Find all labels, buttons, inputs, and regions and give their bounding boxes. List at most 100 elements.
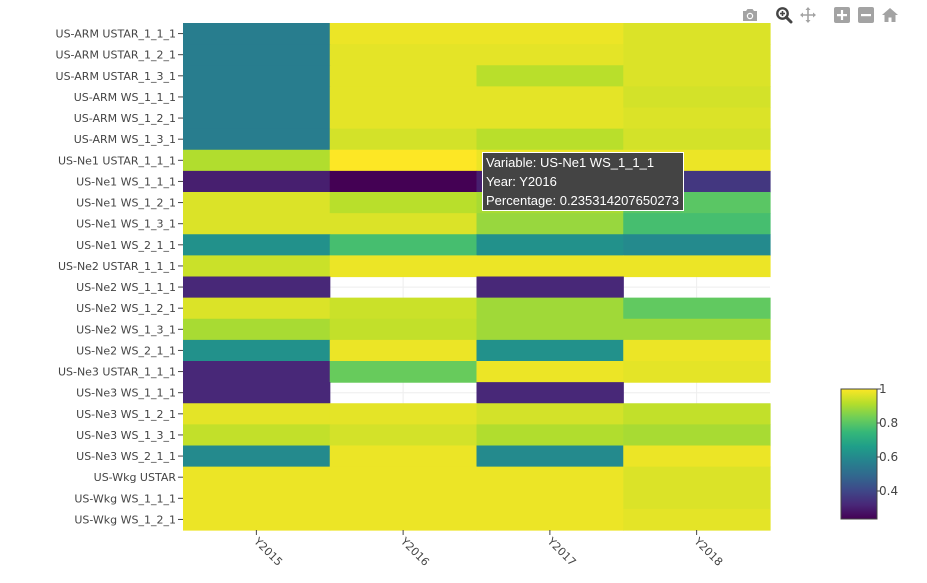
y-tick-label: US-Ne1 WS_1_3_1 [76, 218, 176, 231]
heatmap-cell[interactable] [183, 424, 331, 447]
heatmap-cell[interactable] [476, 128, 624, 151]
pan-icon[interactable] [796, 5, 820, 25]
heatmap-cell[interactable] [623, 23, 771, 45]
heatmap-cell[interactable] [476, 23, 624, 45]
heatmap-cell[interactable] [329, 255, 478, 278]
heatmap-cell[interactable] [476, 86, 624, 109]
heatmap-cell[interactable] [183, 508, 331, 531]
heatmap-cell[interactable] [329, 339, 478, 362]
heatmap-cell[interactable] [329, 44, 478, 66]
heatmap-cell[interactable] [623, 213, 771, 235]
heatmap-cell[interactable] [476, 424, 624, 447]
heatmap-cell[interactable] [623, 361, 771, 383]
zoom-out-icon[interactable] [854, 5, 878, 25]
heatmap-cell[interactable] [183, 403, 331, 425]
heatmap-cell[interactable] [476, 403, 624, 425]
heatmap-cell[interactable] [476, 213, 624, 235]
heatmap-cell[interactable] [476, 487, 624, 510]
heatmap-cell[interactable] [329, 213, 478, 235]
heatmap-cell[interactable] [329, 487, 478, 510]
heatmap-cell[interactable] [329, 86, 478, 109]
heatmap-cell[interactable] [623, 297, 771, 320]
heatmap-cell[interactable] [623, 487, 771, 510]
heatmap-cell[interactable] [476, 339, 624, 362]
heatmap-cell[interactable] [329, 361, 478, 383]
heatmap-cell[interactable] [183, 128, 331, 151]
heatmap-cell[interactable] [183, 149, 331, 172]
zoom-icon[interactable] [772, 5, 796, 25]
heatmap-cell[interactable] [476, 276, 624, 299]
heatmap-cell[interactable] [623, 424, 771, 447]
heatmap-cell[interactable] [623, 255, 771, 278]
heatmap-cell[interactable] [329, 192, 478, 214]
heatmap-cell[interactable] [476, 466, 624, 489]
heatmap-cell[interactable] [329, 466, 478, 489]
heatmap-cell[interactable] [329, 424, 478, 447]
heatmap-cell[interactable] [476, 65, 624, 87]
heatmap-cell[interactable] [623, 44, 771, 66]
heatmap-cell[interactable] [623, 466, 771, 489]
heatmap-cell[interactable] [329, 508, 478, 531]
heatmap-cell[interactable] [476, 297, 624, 320]
heatmap-cell[interactable] [183, 86, 331, 109]
heatmap-cell[interactable] [623, 445, 771, 468]
heatmap-cell[interactable] [329, 403, 478, 425]
heatmap-cell[interactable] [476, 255, 624, 278]
heatmap-cell[interactable] [183, 192, 331, 214]
y-tick-label: US-Ne3 USTAR_1_1_1 [58, 366, 176, 379]
heatmap-cell[interactable] [623, 234, 771, 256]
heatmap-cell[interactable] [476, 107, 624, 130]
zoom-in-icon[interactable] [830, 5, 854, 25]
heatmap-cell[interactable] [329, 318, 478, 341]
heatmap-cell[interactable] [329, 445, 478, 468]
heatmap-cell[interactable] [183, 107, 331, 130]
heatmap-cell[interactable] [183, 339, 331, 362]
heatmap-cell[interactable] [183, 297, 331, 320]
y-tick-label: US-Ne2 WS_1_1_1 [76, 281, 176, 294]
heatmap-cell[interactable] [183, 213, 331, 235]
heatmap-cell[interactable] [623, 318, 771, 341]
heatmap-cell[interactable] [476, 382, 624, 404]
heatmap-cell[interactable] [623, 508, 771, 531]
heatmap-cell[interactable] [183, 445, 331, 468]
heatmap-cell[interactable] [183, 382, 331, 404]
heatmap-cell[interactable] [329, 170, 478, 193]
heatmap-cell[interactable] [476, 508, 624, 531]
heatmap-cell[interactable] [183, 170, 331, 193]
heatmap-cell[interactable] [476, 445, 624, 468]
y-tick-label: US-ARM WS_1_2_1 [74, 112, 176, 125]
heatmap-cell[interactable] [183, 487, 331, 510]
heatmap-cell[interactable] [329, 234, 478, 256]
heatmap-cell[interactable] [329, 297, 478, 320]
heatmap-cell[interactable] [183, 234, 331, 256]
heatmap-cell[interactable] [183, 318, 331, 341]
heatmap-cell[interactable] [183, 276, 331, 299]
y-tick-label: US-Ne3 WS_1_3_1 [76, 429, 176, 442]
heatmap-cell[interactable] [183, 65, 331, 87]
heatmap-cell[interactable] [329, 128, 478, 151]
home-icon[interactable] [878, 5, 902, 25]
camera-icon[interactable] [738, 5, 762, 25]
heatmap-cell[interactable] [183, 44, 331, 66]
heatmap-cell[interactable] [476, 234, 624, 256]
heatmap-cells[interactable] [183, 23, 771, 531]
heatmap-cell[interactable] [476, 44, 624, 66]
heatmap-cell[interactable] [329, 107, 478, 130]
heatmap-cell[interactable] [183, 23, 331, 45]
heatmap-cell[interactable] [623, 339, 771, 362]
heatmap-cell[interactable] [183, 361, 331, 383]
heatmap-cell[interactable] [183, 255, 331, 278]
heatmap-cell[interactable] [476, 361, 624, 383]
heatmap-cell[interactable] [476, 318, 624, 341]
heatmap-cell[interactable] [329, 149, 478, 172]
heatmap-cell[interactable] [623, 128, 771, 151]
heatmap-cell[interactable] [623, 107, 771, 130]
heatmap-cell[interactable] [623, 86, 771, 109]
heatmap-cell[interactable] [329, 23, 478, 45]
heatmap-cell[interactable] [183, 466, 331, 489]
heatmap-cell[interactable] [623, 403, 771, 425]
heatmap-cell[interactable] [623, 65, 771, 87]
heatmap-cell[interactable] [329, 65, 478, 87]
colorbar-tick-label: 0.6 [879, 450, 898, 464]
